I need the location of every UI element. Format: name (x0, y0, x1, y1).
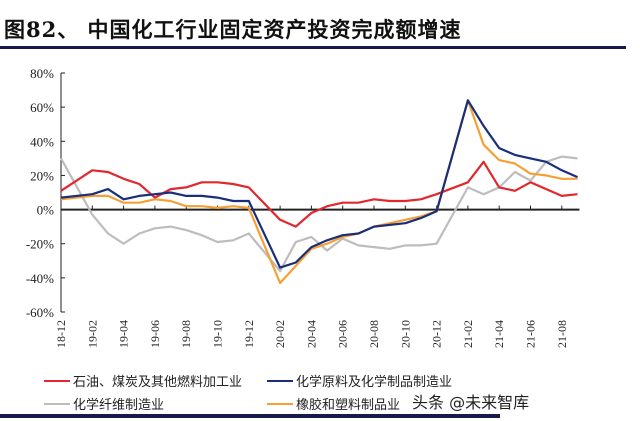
x-tick-label: 20-12 (430, 320, 444, 348)
series-line-3 (60, 99, 578, 285)
legend-item-rubber-plastics: 橡胶和塑料制品业 (267, 394, 400, 413)
y-tick-label: -20% (26, 237, 54, 252)
x-tick-label: 21-02 (461, 320, 475, 348)
x-tick-label: 21-06 (524, 320, 538, 348)
x-tick-label: 21-04 (492, 320, 506, 348)
bottom-divider (0, 414, 500, 418)
legend-label: 橡胶和塑料制品业 (296, 398, 401, 413)
x-tick-label: 19-02 (85, 320, 99, 348)
x-tick-label: 19-06 (148, 320, 162, 348)
legend-item-petroleum: 石油、煤炭及其他燃料加工业 (44, 371, 242, 390)
legend-label: 化学纤维制造业 (73, 398, 165, 413)
y-tick-label: 40% (30, 134, 54, 149)
legend-swatch (44, 402, 70, 405)
y-tick-label: 20% (30, 168, 54, 183)
x-tick-label: 20-08 (367, 320, 381, 348)
legend-swatch (267, 379, 293, 382)
legend-item-chemical-materials: 化学原料及化学制品制造业 (267, 371, 452, 390)
series-line-0 (60, 160, 578, 228)
legend-swatch (44, 379, 70, 382)
y-tick-label: 80% (30, 66, 54, 81)
x-tick-label: 20-10 (398, 320, 412, 348)
x-tick-label: 19-12 (242, 320, 256, 348)
watermark: 头条 @未来智库 (412, 393, 530, 412)
legend-item-chemical-fiber: 化学纤维制造业 (44, 394, 164, 413)
series-line-2 (60, 155, 578, 273)
x-tick-label: 19-10 (211, 320, 225, 348)
legend-label: 化学原料及化学制品制造业 (296, 375, 453, 390)
x-tick-label: 20-06 (336, 320, 350, 348)
y-tick-label: -40% (26, 271, 54, 286)
legend-label: 石油、煤炭及其他燃料加工业 (73, 375, 243, 390)
series-line-1 (60, 99, 578, 269)
x-tick-label: 20-04 (304, 320, 318, 348)
x-tick-label: 20-02 (273, 320, 287, 348)
y-tick-label: 60% (30, 100, 54, 115)
legend-swatch (267, 402, 293, 405)
title-divider (0, 46, 626, 49)
chart-title: 图82、 中国化工行业固定资产投资完成额增速 (4, 17, 462, 42)
x-tick-label: 19-04 (117, 320, 131, 348)
y-tick-label: 0% (37, 203, 55, 218)
y-tick-label: -60% (26, 305, 54, 320)
x-tick-label: 21-08 (555, 320, 569, 348)
x-tick-label: 18-12 (54, 320, 68, 348)
x-tick-label: 19-08 (179, 320, 193, 348)
